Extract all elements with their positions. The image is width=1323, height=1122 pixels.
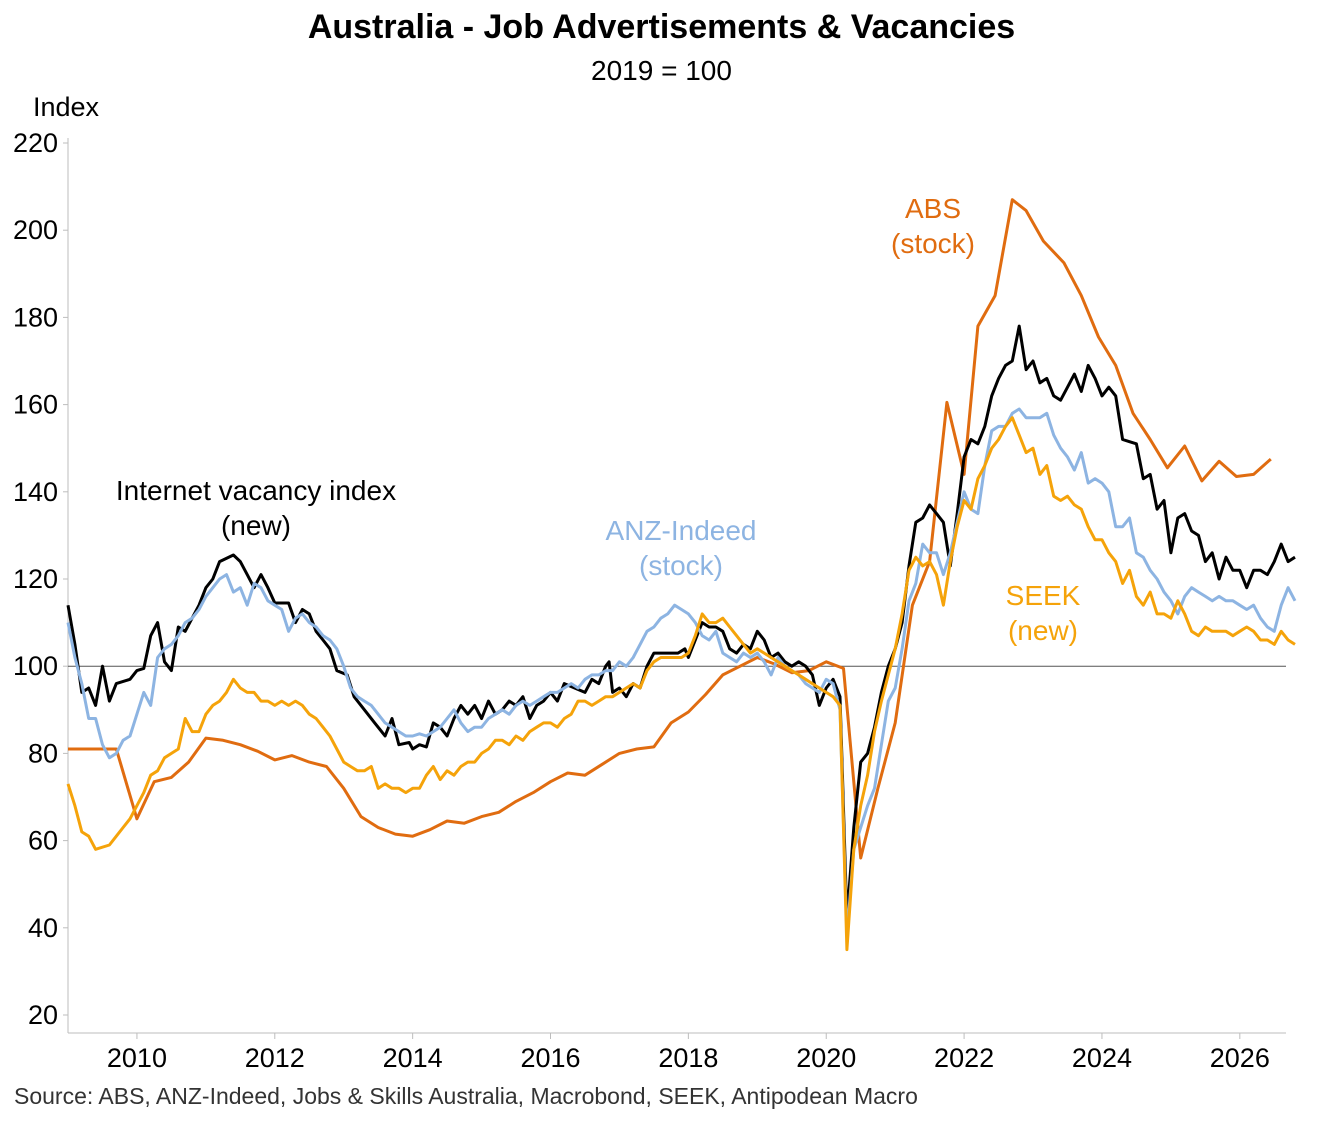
series-lines — [66, 198, 1297, 952]
y-tick-label: 220 — [13, 128, 58, 158]
x-tick-label: 2016 — [520, 1043, 580, 1073]
source-note: Source: ABS, ANZ-Indeed, Jobs & Skills A… — [14, 1083, 918, 1109]
series-label-3: SEEK — [1006, 580, 1081, 611]
y-tick-label: 180 — [13, 302, 58, 332]
y-tick-label: 200 — [13, 215, 58, 245]
x-tick-label: 2014 — [383, 1043, 443, 1073]
y-tick-label: 60 — [28, 826, 58, 856]
y-axis-label: Index — [33, 92, 100, 122]
series-line-1 — [66, 324, 1296, 921]
series-label-0: ABS — [905, 193, 961, 224]
series-line-2 — [66, 407, 1297, 938]
series-label-0: (stock) — [891, 228, 975, 259]
series-line-3 — [66, 416, 1296, 952]
chart-title: Australia - Job Advertisements & Vacanci… — [307, 8, 1016, 46]
series-label-3: (new) — [1008, 615, 1078, 646]
y-tick-label: 140 — [13, 477, 58, 507]
x-tick-label: 2022 — [934, 1043, 994, 1073]
series-label-1: Internet vacancy index — [116, 475, 396, 506]
y-tick-label: 120 — [13, 564, 58, 594]
series-labels: ABS (stock) Internet vacancy index (new) ANZ… — [116, 193, 1081, 646]
y-tick-label: 100 — [13, 651, 58, 681]
axes: 20 40 60 80 100 120 140 160 180 200 220 2010 2012 201… — [13, 128, 1286, 1073]
x-tick-label: 2026 — [1210, 1043, 1270, 1073]
chart-subtitle: 2019 = 100 — [591, 55, 732, 86]
x-tick-label: 2012 — [245, 1043, 305, 1073]
series-label-2: ANZ-Indeed — [606, 515, 757, 546]
x-tick-label: 2020 — [796, 1043, 856, 1073]
y-tick-label: 80 — [28, 738, 58, 768]
series-line-0 — [68, 198, 1272, 860]
x-tick-label: 2024 — [1072, 1043, 1132, 1073]
x-tick-label: 2018 — [658, 1043, 718, 1073]
x-tick-label: 2010 — [107, 1043, 167, 1073]
y-tick-label: 40 — [28, 913, 58, 943]
series-label-1: (new) — [221, 510, 291, 541]
y-tick-label: 160 — [13, 390, 58, 420]
series-label-2: (stock) — [639, 550, 723, 581]
y-tick-label: 20 — [28, 1000, 58, 1030]
